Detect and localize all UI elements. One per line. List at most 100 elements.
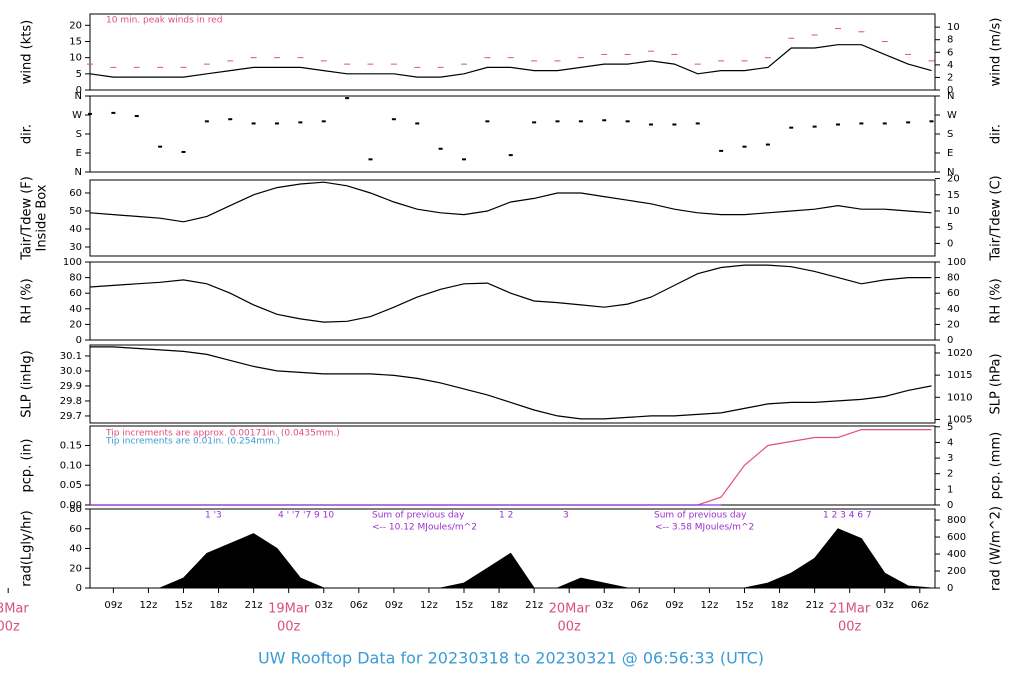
y-tick-label: 20 bbox=[69, 563, 82, 574]
day-label: 19Mar bbox=[268, 602, 310, 617]
dir-point bbox=[835, 123, 840, 126]
annotation: Sum of previous day bbox=[654, 511, 747, 521]
annotation: 1 2 3 4 6 7 bbox=[823, 511, 872, 521]
y2-tick-label: 800 bbox=[947, 515, 966, 526]
data-line bbox=[89, 181, 932, 223]
y2-tick-label: 400 bbox=[947, 549, 966, 560]
y2-tick-label: 4 bbox=[947, 60, 953, 71]
x-tick-label: 18z bbox=[490, 600, 508, 611]
y-tick-label: 0.00 bbox=[60, 500, 82, 511]
chart-title: UW Rooftop Data for 20230318 to 20230321… bbox=[258, 649, 764, 668]
y2-tick-label: 8 bbox=[947, 35, 953, 46]
dir-point bbox=[158, 145, 163, 148]
y-tick-label: 29.9 bbox=[60, 381, 82, 392]
y2-tick-label: 20 bbox=[947, 319, 960, 330]
annotation: Sum of previous day bbox=[372, 511, 465, 521]
y-tick-label: 60 bbox=[69, 524, 82, 535]
x-tick-label: 03z bbox=[595, 600, 613, 611]
x-tick-label: 12z bbox=[139, 600, 157, 611]
dir-point bbox=[812, 125, 817, 128]
dir-point bbox=[695, 122, 700, 125]
x-tick-label: 15z bbox=[736, 600, 754, 611]
y2-axis-label: pcp. (mm) bbox=[989, 432, 1004, 499]
dir-point bbox=[648, 123, 653, 126]
y-tick-label: 100 bbox=[63, 257, 82, 268]
y2-tick-label: 0 bbox=[947, 500, 953, 511]
dir-point bbox=[461, 158, 466, 161]
dir-point bbox=[485, 120, 490, 123]
y-axis-label: SLP (inHg) bbox=[20, 350, 35, 418]
y-tick-label: 40 bbox=[69, 304, 82, 315]
y2-tick-label: 0 bbox=[947, 85, 953, 96]
annotation: <-- 3.58 MJoules/m^2 bbox=[655, 523, 754, 533]
panel-frame bbox=[89, 95, 936, 173]
y-axis-label: Inside Box bbox=[35, 184, 50, 251]
dir-point bbox=[345, 97, 350, 100]
y2-tick-label: 200 bbox=[947, 566, 966, 577]
y-tick-label: 20 bbox=[69, 319, 82, 330]
y-axis-label: pcp. (in) bbox=[20, 439, 35, 493]
dir-point bbox=[274, 122, 279, 125]
y-tick-label: 50 bbox=[69, 206, 82, 217]
dir-point bbox=[672, 123, 677, 126]
dir-point bbox=[111, 111, 116, 114]
y2-tick-label: 100 bbox=[947, 257, 966, 268]
dir-point bbox=[625, 120, 630, 123]
y2-tick-label: 1010 bbox=[947, 392, 972, 403]
dir-point bbox=[555, 120, 560, 123]
data-line bbox=[90, 346, 932, 420]
annotation: 1 '3 bbox=[205, 511, 222, 521]
y-tick-label: 0 bbox=[76, 583, 82, 594]
y-tick-label: 0.15 bbox=[60, 440, 82, 451]
dir-point bbox=[321, 120, 326, 123]
annotation: Tip increments are 0.01in. (0.254mm.) bbox=[105, 437, 280, 447]
annotation: 1 2 bbox=[499, 511, 513, 521]
y2-tick-label: 0 bbox=[947, 335, 953, 346]
dir-point bbox=[532, 121, 537, 124]
y-tick-label: 29.8 bbox=[60, 396, 82, 407]
y2-tick-label: 40 bbox=[947, 304, 960, 315]
y2-axis-label: rad (W/m^2) bbox=[989, 506, 1004, 591]
y2-tick-label: 1 bbox=[947, 484, 953, 495]
y2-tick-label: 1005 bbox=[947, 414, 972, 425]
y2-tick-label: 10 bbox=[947, 206, 960, 217]
x-tick-label: 21z bbox=[525, 600, 543, 611]
y2-tick-label: 0 bbox=[947, 583, 953, 594]
y-tick-label: N bbox=[75, 167, 82, 178]
x-tick-label: 09z bbox=[385, 600, 403, 611]
x-tick-label: 18z bbox=[210, 600, 228, 611]
y2-tick-label: 15 bbox=[947, 190, 960, 201]
dir-point bbox=[134, 115, 139, 118]
dir-point bbox=[415, 122, 420, 125]
y-tick-label: 5 bbox=[76, 69, 82, 80]
day-hour-label: 00z bbox=[557, 620, 581, 635]
y-tick-label: 80 bbox=[69, 273, 82, 284]
y-tick-label: S bbox=[76, 129, 82, 140]
y-axis-label: rad(Lgly/hr) bbox=[20, 510, 35, 586]
y2-tick-label: 60 bbox=[947, 288, 960, 299]
y-tick-label: 30.0 bbox=[60, 366, 82, 377]
dir-point bbox=[204, 120, 209, 123]
x-tick-label: 18z bbox=[771, 600, 789, 611]
panel-frame bbox=[89, 261, 936, 341]
y-tick-label: 20 bbox=[69, 20, 82, 31]
y-axis-label: Tair/Tdew (F) bbox=[20, 176, 35, 261]
y-axis-label: RH (%) bbox=[20, 278, 35, 323]
y2-tick-label: 80 bbox=[947, 273, 960, 284]
day-label: 21Mar bbox=[829, 602, 871, 617]
data-line bbox=[89, 264, 932, 323]
y2-tick-label: S bbox=[947, 129, 953, 140]
y2-tick-label: 1020 bbox=[947, 348, 972, 359]
dir-point bbox=[368, 158, 373, 161]
day-hour-label: 00z bbox=[0, 620, 20, 635]
y2-tick-label: 3 bbox=[947, 453, 953, 464]
y2-tick-label: 10 bbox=[947, 22, 960, 33]
panel-frame bbox=[89, 179, 936, 257]
day-label: 20Mar bbox=[549, 602, 591, 617]
y2-tick-label: 6 bbox=[947, 47, 953, 58]
y-tick-label: 0 bbox=[76, 85, 82, 96]
y2-axis-label: RH (%) bbox=[989, 278, 1004, 323]
annotation: 10 min. peak winds in red bbox=[106, 16, 223, 26]
data-line bbox=[89, 44, 932, 78]
